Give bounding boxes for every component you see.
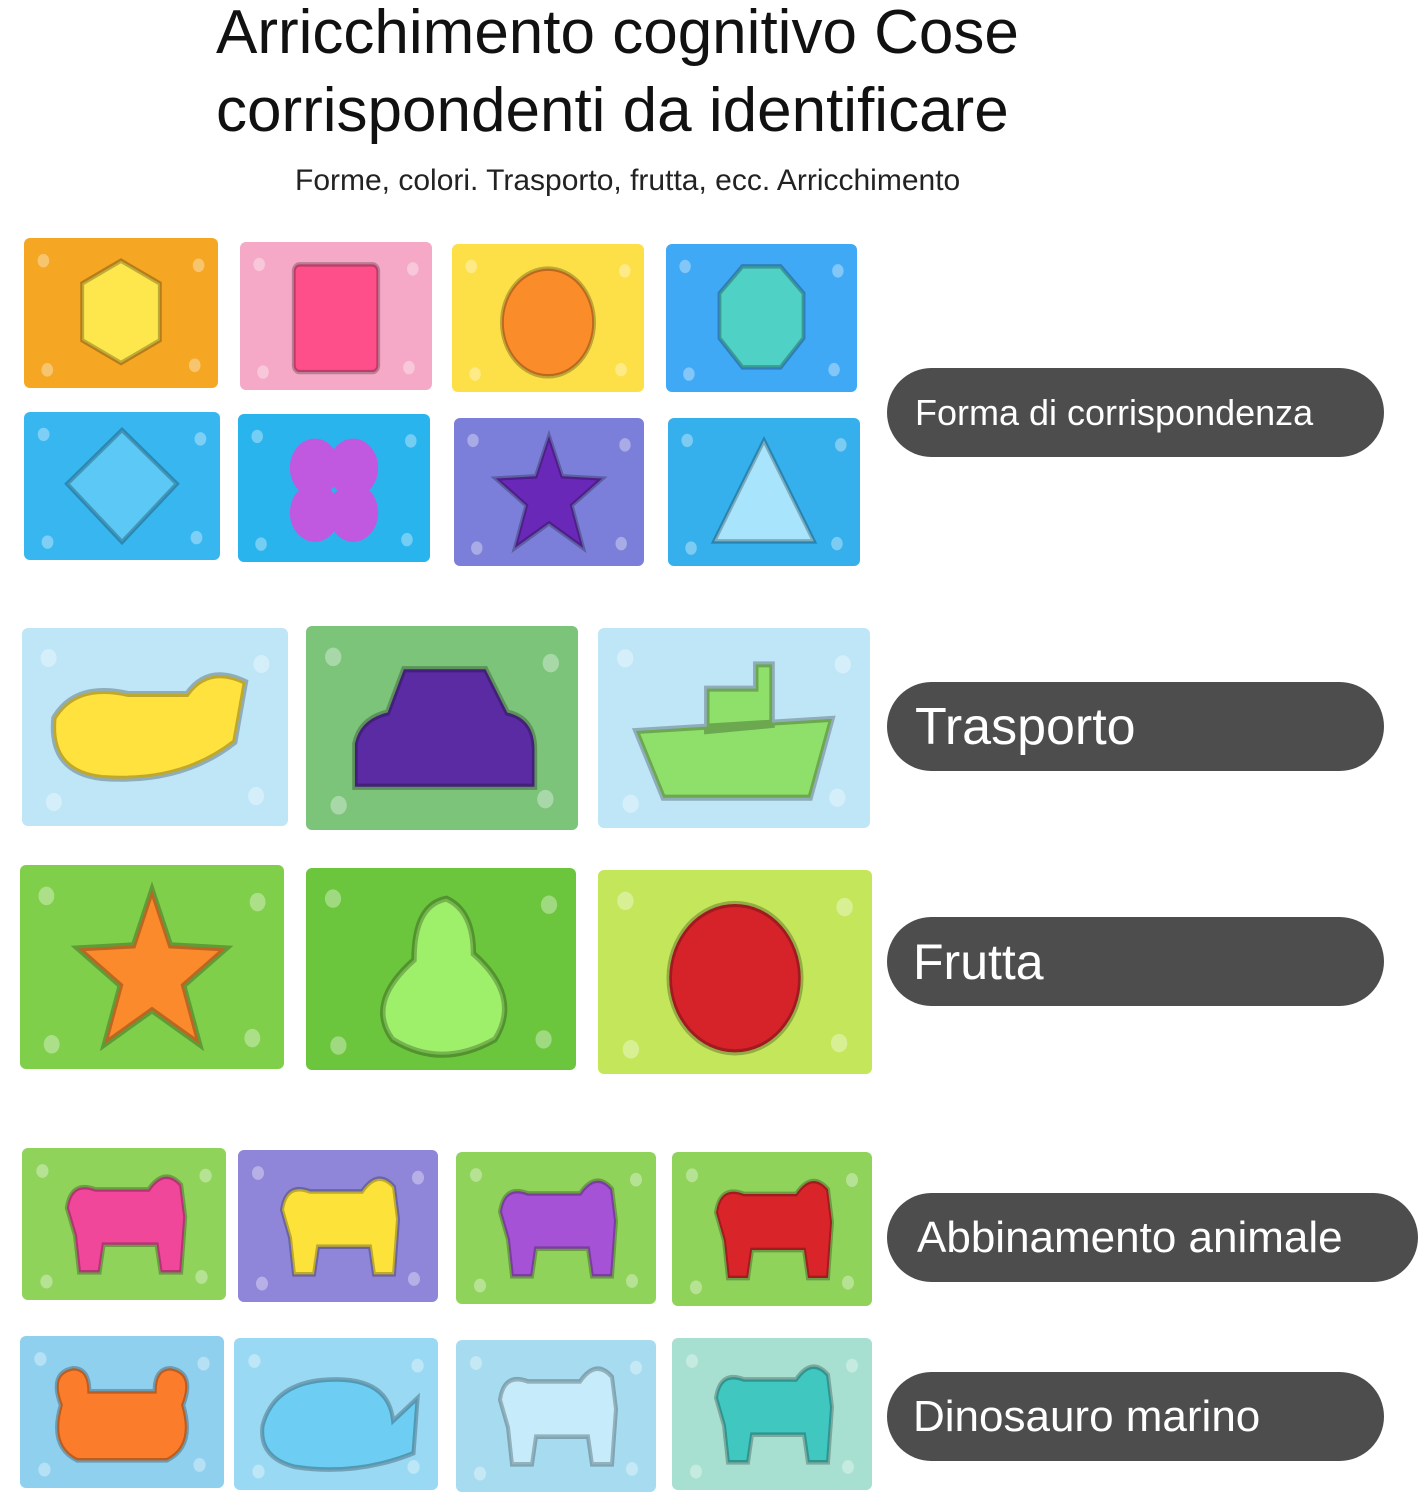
- puzzle-card-shapes-octagon: [666, 244, 857, 392]
- puzzle-card-shapes-hexagon: [24, 238, 218, 388]
- title-line-2: corrispondenti da identificare: [216, 76, 1009, 145]
- animal-piece-icon: [252, 1166, 424, 1291]
- plane-piece-icon: [40, 649, 270, 811]
- puzzle-card-shapes-circle: [452, 244, 644, 392]
- label-animal-matching: Abbinamento animale: [887, 1193, 1418, 1282]
- puzzle-card-transport-plane: [22, 628, 288, 826]
- pear-piece-icon: [324, 889, 558, 1058]
- animal-piece-icon: [36, 1164, 212, 1289]
- diamond-piece-icon: [37, 426, 207, 549]
- puzzle-card-fruit-star: [20, 865, 284, 1069]
- label-fruit: Frutta: [887, 917, 1384, 1006]
- animal-piece-icon: [470, 1356, 642, 1481]
- puzzle-card-fruit-pear: [306, 868, 576, 1070]
- puzzle-card-shapes-diamond: [24, 412, 220, 560]
- flower-piece-icon: [251, 429, 417, 551]
- puzzle-card-shapes-star: [454, 418, 644, 566]
- puzzle-card-animals-animal: [456, 1152, 656, 1304]
- puzzle-card-transport-boat: [598, 628, 870, 828]
- star-piece-icon: [467, 429, 631, 555]
- puzzle-card-shapes-square: [240, 242, 432, 390]
- label-shape-matching: Forma di corrispondenza: [887, 368, 1384, 457]
- puzzle-card-transport-car: [306, 626, 578, 830]
- car-piece-icon: [325, 647, 559, 815]
- subtitle: Forme, colori. Trasporto, frutta, ecc. A…: [295, 164, 961, 197]
- octagon-piece-icon: [679, 259, 844, 381]
- puzzle-card-sea_dino-animal: [672, 1338, 872, 1490]
- animal-piece-icon: [470, 1168, 642, 1293]
- label-transport: Trasporto: [887, 682, 1384, 771]
- puzzle-card-animals-animal: [238, 1150, 438, 1302]
- star-piece-icon: [38, 881, 266, 1054]
- hexagon-piece-icon: [37, 253, 205, 377]
- puzzle-card-shapes-triangle: [668, 418, 860, 566]
- label-sea-dinosaur: Dinosauro marino: [887, 1372, 1384, 1461]
- puzzle-card-fruit-circle: [598, 870, 872, 1074]
- triangle-piece-icon: [681, 433, 847, 555]
- animal-piece-icon: [686, 1354, 858, 1479]
- puzzle-card-sea_dino-whale: [234, 1338, 438, 1490]
- puzzle-card-animals-animal: [672, 1152, 872, 1306]
- circle-piece-icon: [465, 259, 631, 381]
- circle-piece-icon: [617, 891, 853, 1059]
- whale-piece-icon: [248, 1354, 424, 1479]
- puzzle-card-sea_dino-crab: [20, 1336, 224, 1488]
- title-line-1: Arricchimento cognitivo Cose: [216, 0, 1019, 67]
- boat-piece-icon: [617, 649, 851, 813]
- crab-piece-icon: [34, 1352, 210, 1477]
- puzzle-card-animals-animal: [22, 1148, 226, 1300]
- square-piece-icon: [253, 257, 419, 379]
- puzzle-card-shapes-flower: [238, 414, 430, 562]
- puzzle-card-sea_dino-animal: [456, 1340, 656, 1492]
- animal-piece-icon: [686, 1168, 858, 1295]
